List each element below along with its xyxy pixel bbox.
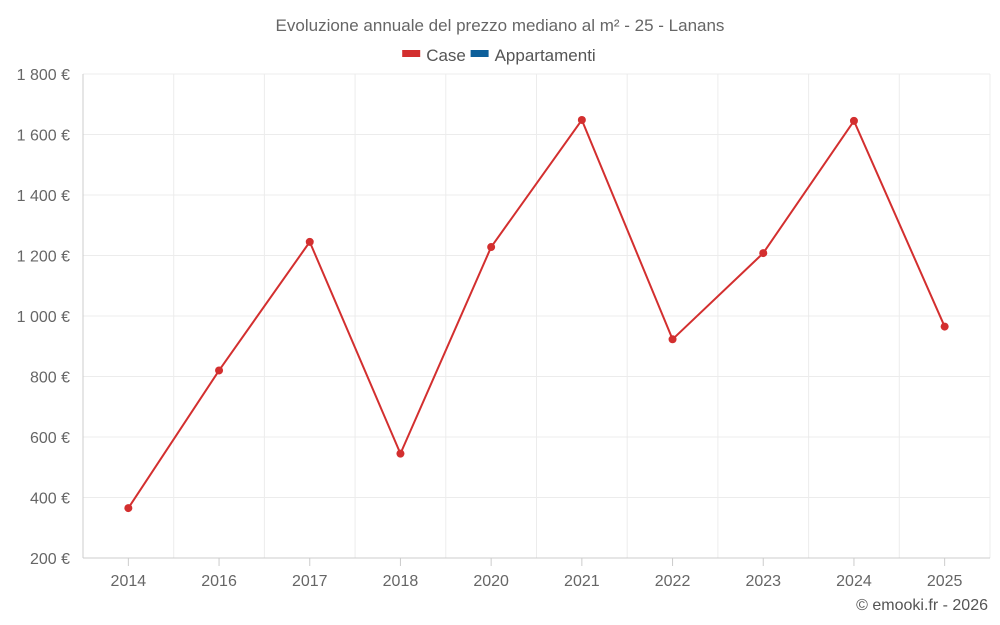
x-tick-label: 2014 — [111, 573, 147, 590]
y-tick-label: 1 200 € — [17, 249, 70, 266]
x-tick-label: 2024 — [836, 573, 872, 590]
x-tick-label: 2022 — [655, 573, 691, 590]
gridlines — [82, 73, 991, 558]
x-tick-label: 2023 — [745, 573, 781, 590]
y-tick-label: 1 600 € — [17, 128, 70, 145]
y-tick-label: 200 € — [30, 551, 70, 568]
x-tick-label: 2016 — [201, 573, 237, 590]
data-point[interactable] — [759, 249, 768, 258]
legend-swatch — [470, 50, 489, 57]
data-point[interactable] — [124, 504, 133, 513]
data-point[interactable] — [215, 366, 224, 375]
data-point[interactable] — [668, 335, 677, 344]
y-tick-label: 1 000 € — [17, 309, 70, 326]
y-tick-label: 1 400 € — [17, 188, 70, 205]
credit-text: © emooki.fr - 2026 — [856, 597, 988, 614]
legend-swatch — [402, 50, 421, 57]
series-line — [127, 118, 946, 509]
x-tick-label: 2025 — [927, 573, 963, 590]
data-point[interactable] — [577, 115, 586, 124]
data-point[interactable] — [487, 243, 496, 252]
y-tick-label: 800 € — [30, 370, 70, 387]
data-point[interactable] — [940, 322, 949, 331]
legend: Case Appartamenti — [402, 46, 596, 65]
y-tick-label: 600 € — [30, 430, 70, 447]
legend-label: Case — [426, 46, 466, 65]
chart-title: Evoluzione annuale del prezzo mediano al… — [276, 16, 725, 35]
x-tick-label: 2018 — [383, 573, 419, 590]
series-layer — [124, 115, 949, 513]
data-point[interactable] — [305, 237, 314, 246]
data-point[interactable] — [849, 116, 858, 125]
legend-item[interactable]: Appartamenti — [470, 46, 596, 65]
legend-label: Appartamenti — [495, 46, 596, 65]
x-tick-label: 2021 — [564, 573, 600, 590]
axes: 200 € 400 € 600 € 800 € 1 000 € 1 200 € 1 400 … — [17, 67, 990, 590]
legend-item[interactable]: Case — [402, 46, 466, 65]
x-tick-label: 2017 — [292, 573, 328, 590]
data-point[interactable] — [396, 449, 405, 458]
y-tick-label: 1 800 € — [17, 67, 70, 84]
x-tick-label: 2020 — [473, 573, 509, 590]
y-tick-label: 400 € — [30, 491, 70, 508]
